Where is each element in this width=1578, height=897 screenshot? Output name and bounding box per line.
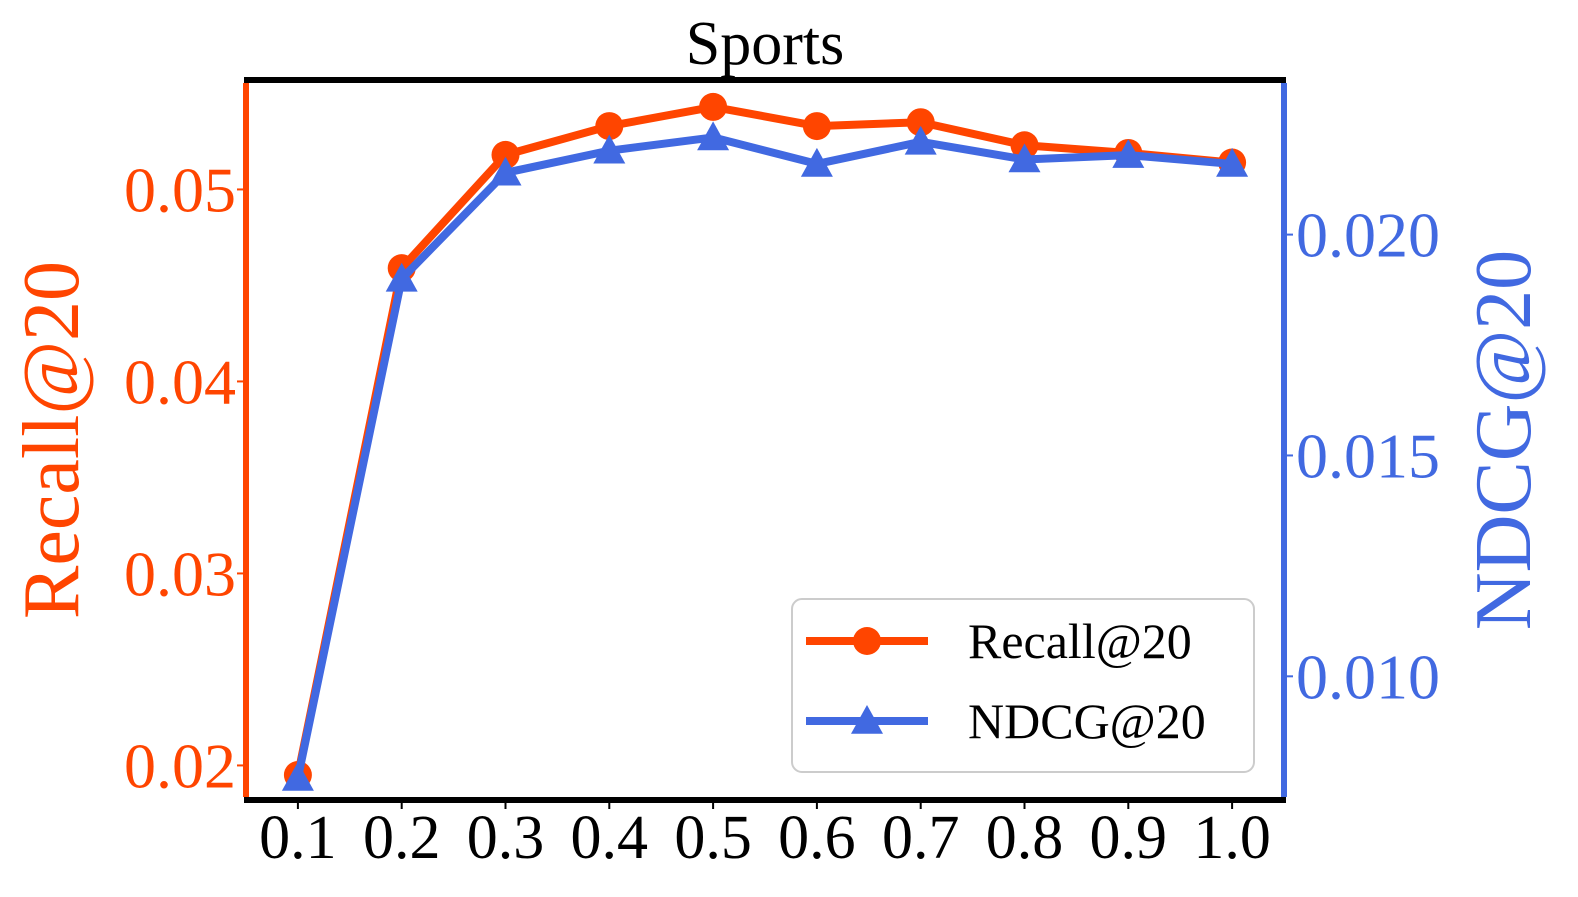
data-point: [1216, 147, 1249, 177]
x-tick-label: 0.1: [259, 804, 337, 872]
y-right-tick-label: 0.020: [1296, 200, 1440, 271]
y-left-tick-label: 0.03: [124, 538, 236, 609]
data-point: [281, 761, 314, 791]
y-axis-left-label: Recall@20: [8, 261, 96, 619]
data-point: [699, 92, 728, 121]
legend: Recall@20 NDCG@20: [791, 598, 1255, 773]
x-axis: 0.1 0.2 0.3 0.4 0.5 0.6 0.7 0.8 0.9 1.0: [259, 800, 1271, 872]
series-recall: [283, 92, 1247, 790]
data-point: [1008, 143, 1041, 173]
data-point: [593, 134, 626, 164]
x-tick-label: 0.6: [778, 804, 856, 872]
data-point: [595, 112, 624, 141]
x-tick-label: 0.3: [467, 804, 545, 872]
y-axis-right: 0.010 0.015 0.020: [1284, 200, 1440, 712]
x-tick-label: 1.0: [1193, 804, 1271, 872]
x-tick-label: 0.7: [882, 804, 960, 872]
y-right-tick-label: 0.010: [1296, 641, 1440, 712]
data-point: [1112, 139, 1145, 168]
series-line: [293, 102, 1233, 776]
legend-label: Recall@20: [968, 613, 1192, 669]
y-left-tick-label: 0.05: [124, 154, 236, 225]
chart-title: Sports: [686, 10, 844, 78]
series-line: [293, 133, 1233, 779]
x-tick-label: 0.4: [571, 804, 649, 872]
data-point: [697, 121, 730, 151]
y-left-tick-label: 0.02: [124, 730, 236, 801]
data-point: [489, 156, 522, 186]
x-tick-label: 0.8: [986, 804, 1064, 872]
data-point: [800, 147, 833, 177]
x-tick-label: 0.2: [363, 804, 441, 872]
data-point: [491, 140, 520, 169]
y-left-tick-label: 0.04: [124, 346, 236, 417]
y-right-tick-label: 0.015: [1296, 420, 1440, 491]
data-point: [385, 262, 418, 292]
legend-marker: [851, 705, 883, 734]
series-layer: [281, 92, 1249, 791]
data-point: [904, 125, 937, 155]
series-ndcg: [281, 121, 1249, 791]
x-tick-label: 0.9: [1090, 804, 1168, 872]
legend-marker: [853, 627, 881, 655]
y-axis-left: 0.02 0.03 0.04 0.05: [124, 154, 246, 801]
y-axis-right-label: NDCG@20: [1460, 250, 1548, 630]
legend-label: NDCG@20: [968, 693, 1206, 749]
plot-area: [243, 77, 1287, 803]
data-point: [906, 108, 935, 137]
x-tick-label: 0.5: [674, 804, 752, 872]
data-point: [802, 112, 831, 141]
